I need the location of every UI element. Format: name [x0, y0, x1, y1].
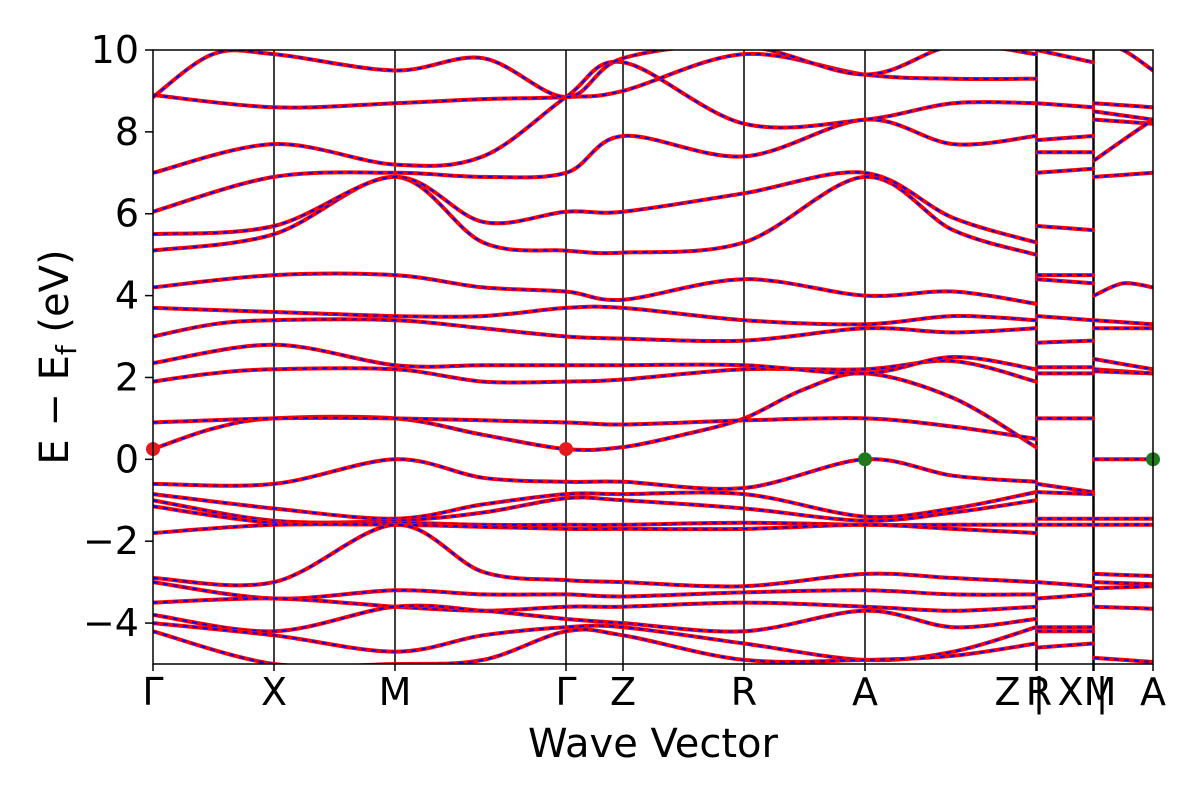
band-line-dashed: [1036, 581, 1094, 588]
band-line-dashed: [153, 52, 1037, 109]
band-line-dashed: [153, 523, 1037, 588]
y-axis-label-main: E − E: [32, 355, 78, 465]
band-line-dashed: [153, 523, 1037, 534]
band-line-dashed: [153, 118, 1037, 213]
band-line-dashed: [153, 628, 1037, 664]
band-line-dashed: [1036, 482, 1094, 494]
y-axis-label: E − Ef (eV): [32, 249, 83, 464]
band-line-dashed: [1093, 282, 1153, 297]
band-line-dashed: [1036, 278, 1094, 285]
y-tick-label: 4: [115, 274, 139, 318]
x-tick-label: A: [852, 670, 878, 714]
band-line-dashed: [153, 359, 1037, 384]
band-line: [1035, 490, 1095, 497]
y-axis-ticks: −4 −2 0 2 4 6 8 10: [83, 28, 153, 645]
band-line: [1092, 580, 1153, 587]
band-line-dashed: [1093, 585, 1153, 590]
band-line-dashed: [1036, 135, 1094, 142]
y-tick-label: 10: [91, 28, 139, 72]
x-tick-label: Γ: [555, 670, 576, 714]
band-line-dashed: [153, 305, 1037, 326]
band-line-dashed: [1093, 118, 1153, 162]
band-line-dashed: [153, 175, 1037, 256]
band-line: [1092, 369, 1153, 376]
y-tick-label: −2: [83, 519, 139, 563]
x-tick-label: M: [379, 670, 412, 714]
band-line-dashed: [153, 50, 1037, 99]
x-tick-label: R: [1026, 670, 1052, 714]
band-line-dashed: [1093, 358, 1153, 371]
y-tick-label: 0: [115, 437, 139, 481]
y-tick-label: 6: [115, 192, 139, 236]
band-line-dashed: [1093, 572, 1153, 577]
band-line-dashed: [1036, 167, 1094, 174]
band-line: [1035, 338, 1095, 345]
y-axis-label-subscript: f: [50, 344, 83, 355]
y-tick-label: 2: [115, 355, 139, 399]
plot-frame: [152, 49, 1154, 665]
x-tick-label: M: [1084, 670, 1117, 714]
band-line-dashed: [1036, 642, 1094, 649]
x-axis-label: Wave Vector: [528, 721, 779, 767]
bands: [153, 50, 1153, 664]
band-line-dashed: [1093, 118, 1153, 125]
x-tick-label: R: [731, 670, 757, 714]
band-line-dashed: [153, 60, 1037, 174]
band-line: [1117, 50, 1153, 73]
band-line-dashed: [153, 581, 1037, 600]
band-line-dashed: [153, 171, 1037, 244]
x-tick-label: Z: [610, 670, 636, 714]
band-line-dashed: [1036, 491, 1094, 496]
band-line-dashed: [1093, 102, 1153, 109]
band-line-dashed: [1093, 319, 1153, 326]
x-tick-label: X: [261, 670, 287, 714]
band-line-dashed: [1093, 581, 1153, 586]
band-line-dashed: [1036, 593, 1094, 600]
x-tick-label: Γ: [142, 670, 163, 714]
band-line-dashed: [153, 272, 1037, 305]
y-axis-label-unit: (eV): [32, 249, 78, 345]
y-tick-label: 8: [115, 110, 139, 154]
band-line-dashed: [153, 597, 1037, 612]
band-line: [1092, 571, 1153, 578]
band-line-dashed: [1093, 171, 1153, 178]
x-tick-label: X |: [1058, 670, 1109, 715]
band-extrema: [146, 442, 1160, 467]
y-tick-label: −4: [83, 601, 139, 645]
cbm-marker: [559, 442, 573, 457]
band-line-dashed: [153, 622, 1037, 662]
band-line-dashed: [1093, 605, 1153, 610]
band-line-dashed: [1036, 102, 1094, 109]
band-line-dashed: [1036, 339, 1094, 344]
band-line-dashed: [1093, 370, 1153, 375]
band-line: [1092, 584, 1153, 591]
band-line-dashed: [153, 458, 1037, 490]
band-line-dashed: [153, 343, 1037, 375]
band-line-dashed: [1036, 225, 1094, 232]
band-line-dashed: [1036, 315, 1094, 322]
band-line-dashed: [1093, 110, 1153, 121]
band-line-dashed: [153, 491, 1037, 520]
x-tick-label: Z |: [995, 670, 1046, 715]
vbm-marker: [858, 452, 872, 467]
band-line-dashed: [153, 604, 1037, 633]
band-line-dashed: [153, 416, 1037, 440]
band-line: [1092, 604, 1153, 611]
band-line-dashed: [1093, 656, 1153, 663]
x-tick-label: A: [1140, 670, 1166, 714]
band-line-dashed: [153, 318, 1037, 343]
